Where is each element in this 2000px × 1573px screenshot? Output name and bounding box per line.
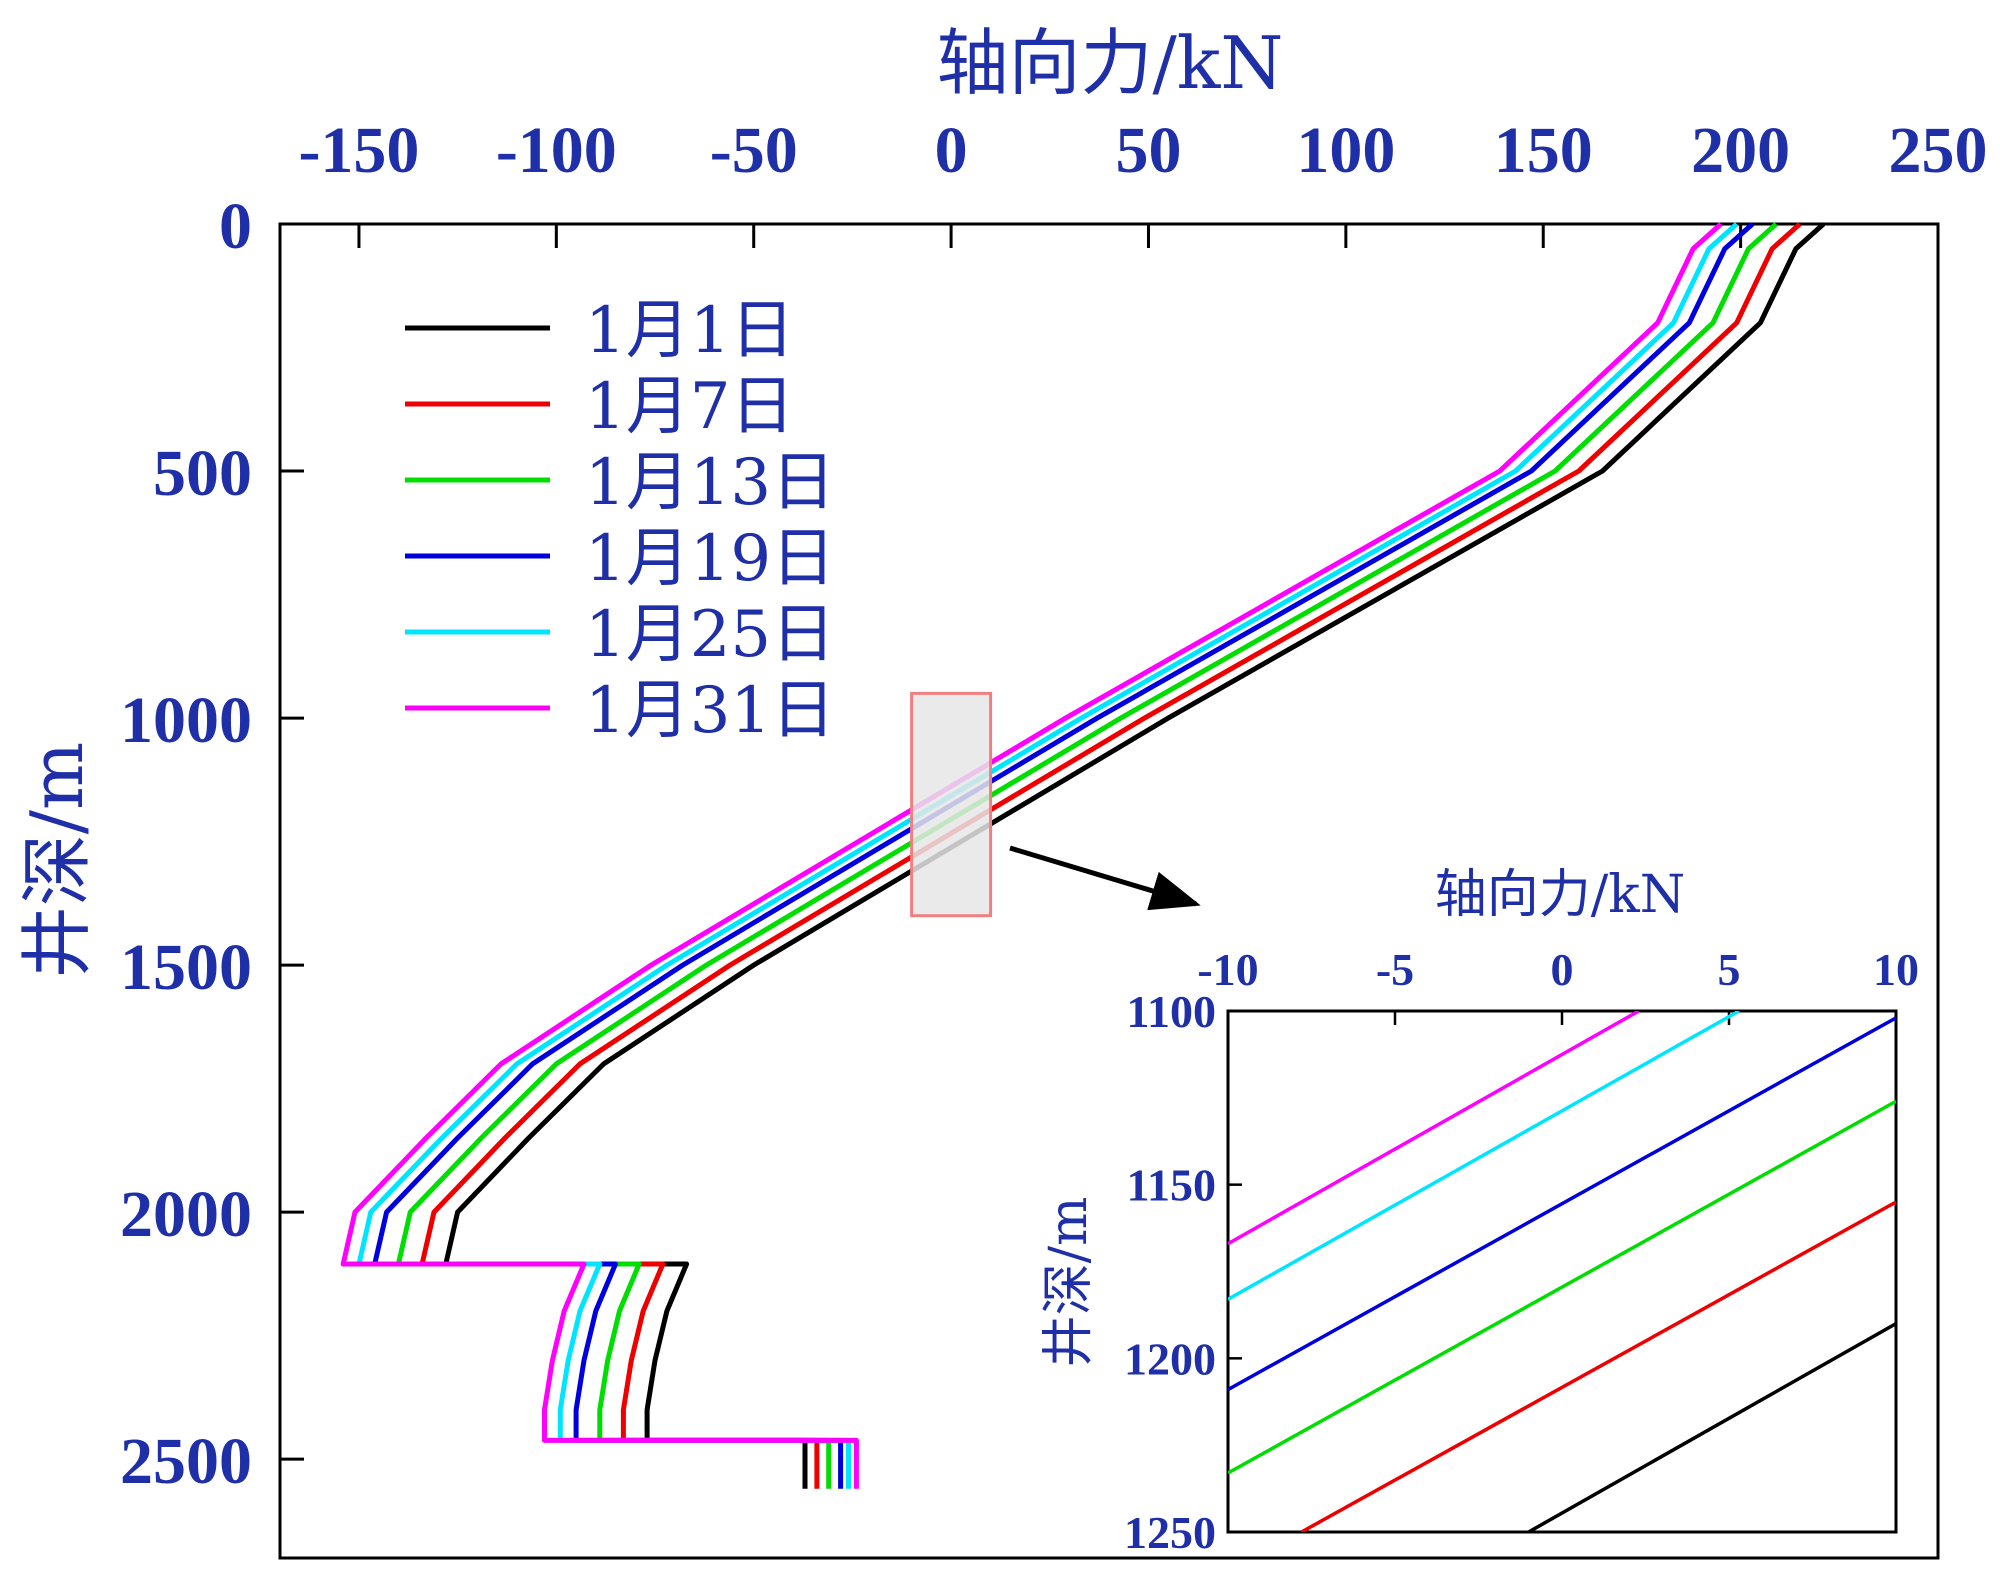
inset-x-axis-title: 轴向力/kN	[1435, 865, 1686, 925]
inset-y-axis-title: 井深/m	[1039, 1197, 1099, 1368]
inset-series-line-6	[1228, 1011, 1640, 1246]
inset-series-line-4	[1228, 1016, 1896, 1392]
y-tick-label: 0	[219, 190, 252, 263]
inset-y-tick-label: 1100	[1127, 986, 1216, 1037]
y-tick-label: 2000	[120, 1178, 252, 1251]
y-tick-label: 2500	[120, 1425, 252, 1498]
legend-label-4: 1月19日	[585, 522, 835, 596]
x-axis-title: 轴向力/kN	[937, 21, 1284, 105]
x-tick-label: 200	[1691, 114, 1790, 187]
inset-y-tick-label: 1150	[1127, 1160, 1216, 1211]
series-line-6	[340, 222, 1723, 1489]
inset-series-group	[1228, 1011, 1896, 1532]
inset-x-tick-label: 0	[1551, 944, 1574, 995]
y-axis-title: 井深/m	[15, 742, 99, 979]
x-tick-label: -100	[496, 114, 617, 187]
y-tick-label: 1500	[120, 931, 252, 1004]
legend-label-3: 1月13日	[585, 446, 835, 520]
inset-series-line-5	[1228, 1011, 1740, 1301]
legend-label-1: 1月1日	[585, 294, 794, 368]
inset-plot-frame	[1226, 1009, 1898, 1534]
inset-series-line-2	[1300, 1200, 1896, 1532]
inset-x-tick-label: 5	[1718, 944, 1741, 995]
x-tick-label: 250	[1889, 114, 1988, 187]
inset-y-tick-label: 1200	[1124, 1333, 1216, 1384]
main-plot: -150 -100 -50 0 50 100 150 200 25005001000150020…	[15, 21, 1988, 1560]
x-tick-label: 50	[1115, 114, 1181, 187]
y-tick-label: 500	[153, 437, 252, 510]
zoom-arrow	[1009, 845, 1201, 911]
x-tick-label: 150	[1494, 114, 1593, 187]
x-tick-label: 100	[1296, 114, 1395, 187]
x-tick-label: -150	[298, 114, 419, 187]
inset-series-line-1	[1527, 1322, 1896, 1532]
x-tick-label: 0	[935, 114, 968, 187]
legend-label-6: 1月31日	[585, 674, 835, 748]
inset-series-line-3	[1228, 1099, 1896, 1475]
inset-x-tick-label: 10	[1873, 944, 1919, 995]
x-tick-label: -50	[710, 114, 798, 187]
main-plot-frame	[278, 222, 1940, 1560]
inset-x-tick-label: -10	[1197, 944, 1258, 995]
inset-plot: -10 -5 0 5 10 1100 1150 1200 1250 轴向力/kN 井深/m	[1039, 865, 1919, 1558]
zoom-highlight-box	[910, 691, 993, 918]
y-tick-label: 1000	[120, 684, 252, 757]
inset-y-tick-label: 1250	[1124, 1507, 1216, 1558]
inset-x-tick-label: -5	[1376, 944, 1414, 995]
legend-label-5: 1月25日	[585, 598, 835, 672]
legend-label-2: 1月7日	[585, 370, 794, 444]
